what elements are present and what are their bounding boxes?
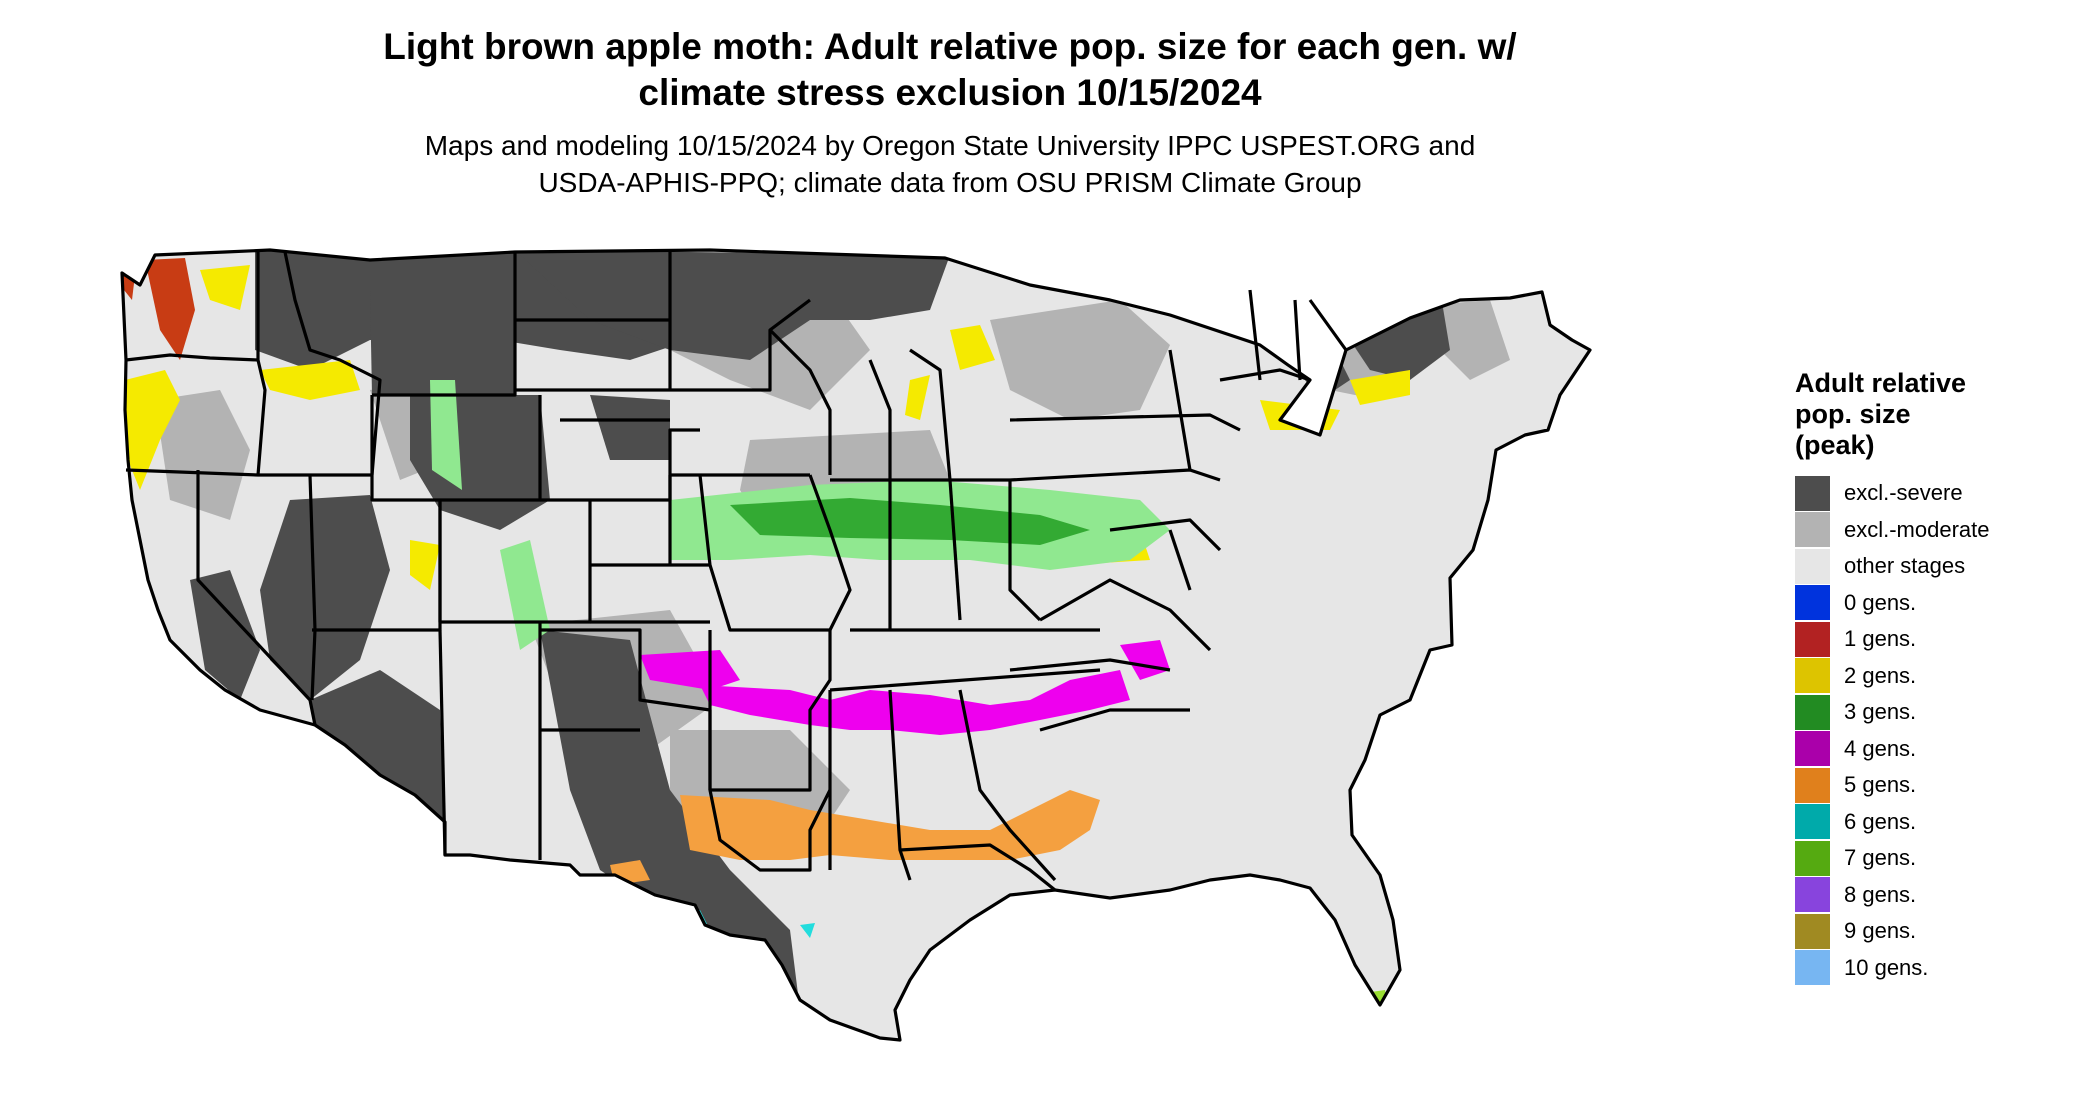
legend-label: 4 gens. [1844, 735, 1917, 761]
legend-label: 5 gens. [1844, 772, 1917, 798]
legend-label: 8 gens. [1844, 881, 1917, 907]
legend-item-1-gens: 1 gens. [1795, 621, 2085, 658]
map-subtitle-line-2: USDA-APHIS-PPQ; climate data from OSU PR… [538, 167, 1362, 198]
legend-label: 7 gens. [1844, 845, 1917, 871]
legend-label: 10 gens. [1844, 954, 1929, 980]
legend-swatch [1795, 804, 1830, 840]
legend-swatch [1795, 767, 1830, 803]
legend-label: excl.-moderate [1844, 516, 1990, 542]
legend-item-8-gens: 8 gens. [1795, 877, 2085, 914]
us-map [110, 230, 1690, 1110]
legend-title-line-1: Adult relative [1795, 368, 1967, 398]
legend-swatch [1795, 621, 1830, 657]
legend-label: 2 gens. [1844, 662, 1917, 688]
gen-4-areas [640, 640, 1170, 735]
us-map-svg [120, 248, 1592, 1042]
legend-item-excl-severe: excl.-severe [1795, 475, 2085, 512]
legend-swatch [1795, 913, 1830, 949]
legend-item-5-gens: 5 gens. [1795, 767, 2085, 804]
legend-item-3-gens: 3 gens. [1795, 694, 2085, 731]
legend-item-other-stages: other stages [1795, 548, 2085, 585]
legend-swatch [1795, 585, 1830, 621]
legend-item-7-gens: 7 gens. [1795, 840, 2085, 877]
legend-item-10-gens: 10 gens. [1795, 950, 2085, 987]
legend-label: excl.-severe [1844, 480, 1963, 506]
legend-item-0-gens: 0 gens. [1795, 585, 2085, 622]
legend-title-line-2: pop. size [1795, 399, 1911, 429]
legend-title: Adult relative pop. size (peak) [1795, 368, 2085, 461]
legend-label: other stages [1844, 553, 1966, 579]
legend-label: 1 gens. [1844, 626, 1917, 652]
legend-label: 0 gens. [1844, 589, 1917, 615]
legend-swatch [1795, 475, 1830, 511]
gen-3-areas [430, 380, 1170, 650]
legend-item-excl-moderate: excl.-moderate [1795, 512, 2085, 549]
legend-swatch [1795, 840, 1830, 876]
legend-label: 9 gens. [1844, 918, 1917, 944]
legend-item-9-gens: 9 gens. [1795, 913, 2085, 950]
legend-swatch [1795, 731, 1830, 767]
legend-swatch [1795, 694, 1830, 730]
map-subtitle-line-1: Maps and modeling 10/15/2024 by Oregon S… [424, 130, 1476, 161]
legend: Adult relative pop. size (peak) excl.-se… [1795, 368, 2085, 986]
legend-item-4-gens: 4 gens. [1795, 731, 2085, 768]
legend-label: 3 gens. [1844, 699, 1917, 725]
gen-2-areas [125, 265, 1410, 590]
legend-item-2-gens: 2 gens. [1795, 658, 2085, 695]
legend-swatch [1795, 877, 1830, 913]
legend-swatch [1795, 548, 1830, 584]
legend-label: 6 gens. [1844, 808, 1917, 834]
legend-title-line-3: (peak) [1795, 430, 1875, 460]
state-borders [120, 248, 1592, 1042]
legend-swatch [1795, 658, 1830, 694]
map-title-line-2: climate stress exclusion 10/15/2024 [638, 72, 1262, 113]
legend-swatch [1795, 512, 1830, 548]
legend-item-6-gens: 6 gens. [1795, 804, 2085, 841]
legend-swatch [1795, 950, 1830, 986]
map-title-line-1: Light brown apple moth: Adult relative p… [383, 26, 1517, 67]
